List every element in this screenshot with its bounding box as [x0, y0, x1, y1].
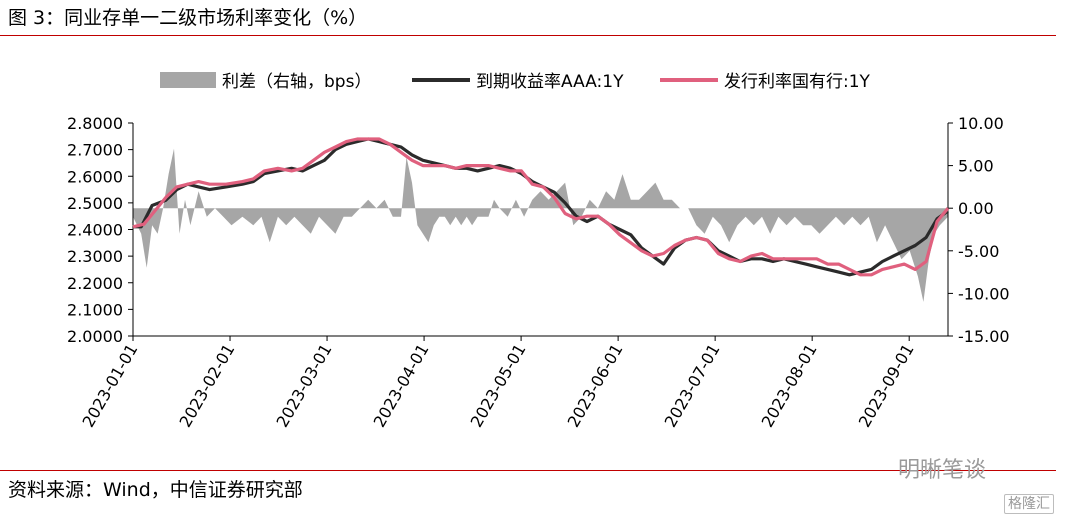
left-tick-label: 2.2000 [67, 274, 123, 293]
bottom-rule [0, 470, 1056, 471]
axes-layer: 2.8000 2.7000 2.6000 2.5000 2.4000 2.3000 2.20… [67, 114, 1010, 431]
right-tick-label: -10.00 [958, 284, 1010, 303]
spread-area-layer [133, 148, 948, 302]
right-tick-label: -15.00 [958, 327, 1010, 346]
left-tick-label: 2.3000 [67, 247, 123, 266]
x-tick-label: 2023-06-01 [564, 341, 627, 431]
watermark-logo: 格隆汇 [1004, 494, 1054, 514]
chart-title: 图 3：同业存单一二级市场利率变化（%） [8, 7, 368, 29]
left-tick-label: 2.5000 [67, 194, 123, 213]
left-tick-label: 2.7000 [67, 141, 123, 160]
legend-swatch-spread [160, 72, 216, 88]
x-tick-label: 2023-09-01 [855, 341, 918, 431]
left-tick-label: 2.8000 [67, 114, 123, 133]
left-tick-label: 2.0000 [67, 327, 123, 346]
spread-area [133, 148, 948, 302]
source-note: 资料来源：Wind，中信证券研究部 [8, 479, 303, 501]
x-tick-label: 2023-01-01 [79, 341, 142, 431]
legend: 利差（右轴，bps） 到期收益率AAA:1Y 发行利率国有行:1Y [160, 72, 871, 92]
legend-label-spread: 利差（右轴，bps） [222, 72, 371, 92]
x-tick-label: 2023-05-01 [467, 341, 530, 431]
x-tick-label: 2023-08-01 [758, 341, 821, 431]
legend-label-ytm: 到期收益率AAA:1Y [476, 72, 624, 92]
issue-rate-line [132, 137, 950, 277]
left-tick-label: 2.6000 [67, 167, 123, 186]
legend-label-issue: 发行利率国有行:1Y [724, 72, 871, 92]
ytm-line [133, 137, 949, 277]
watermark: 明晰笔谈 [898, 458, 987, 483]
x-tick-label: 2023-03-01 [273, 341, 336, 431]
top-rule [0, 35, 1056, 36]
right-tick-label: -5.00 [958, 242, 999, 261]
left-tick-label: 2.1000 [67, 300, 123, 319]
right-tick-label: 0.00 [958, 199, 994, 218]
right-tick-label: 5.00 [958, 157, 994, 176]
x-tick-label: 2023-04-01 [370, 341, 433, 431]
x-tick-label: 2023-07-01 [661, 341, 724, 431]
right-tick-label: 10.00 [958, 114, 1004, 133]
lines-layer [132, 137, 950, 277]
x-tick-label: 2023-02-01 [176, 341, 239, 431]
left-tick-label: 2.4000 [67, 221, 123, 240]
